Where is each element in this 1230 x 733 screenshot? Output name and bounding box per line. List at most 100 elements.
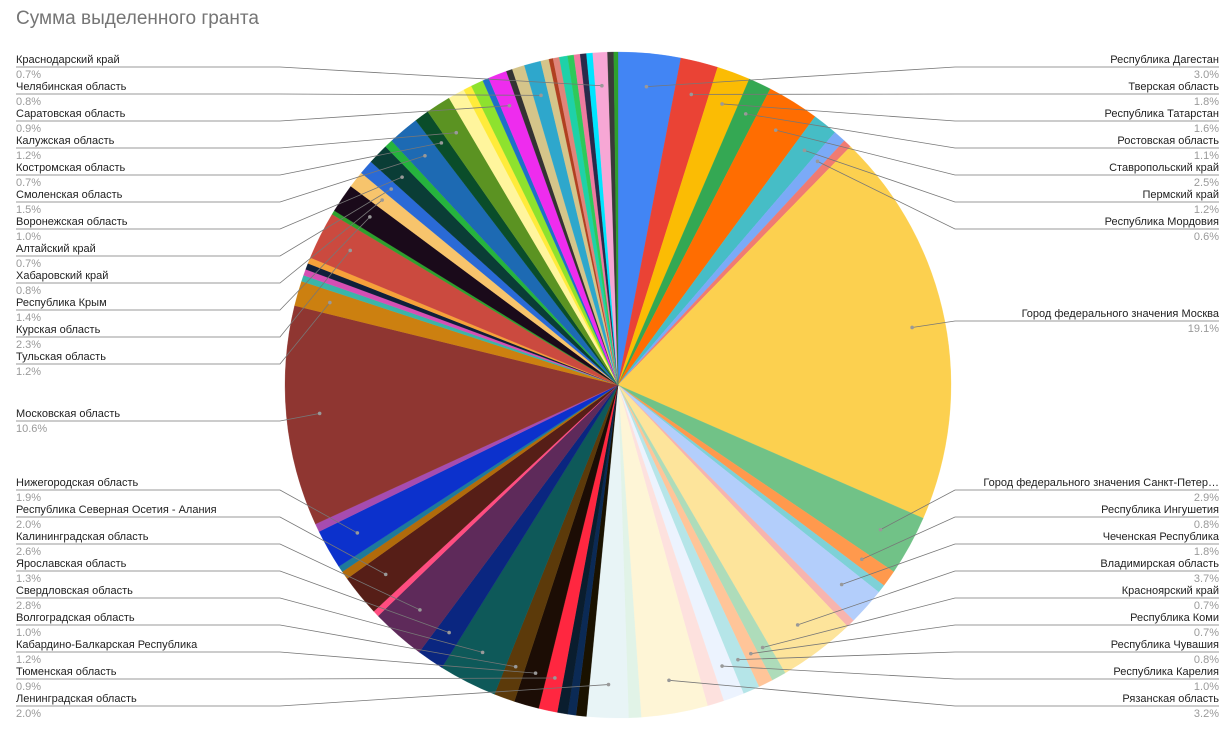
- leader-dot: [839, 582, 844, 587]
- leader-dot: [439, 141, 444, 145]
- leader-dot: [423, 153, 427, 158]
- slice-percent: 1.2%: [16, 150, 41, 162]
- leader-line: [16, 132, 457, 149]
- slice-percent: 10.6%: [16, 423, 47, 435]
- slice-label: Рязанская область: [1122, 693, 1219, 705]
- slice-percent: 1.0%: [1194, 681, 1219, 693]
- slice-label: Краснодарский край: [16, 54, 120, 66]
- leader-dot: [760, 645, 765, 650]
- leader-dot: [743, 112, 748, 116]
- leader-line: [16, 250, 351, 338]
- slice-label: Ленинградская область: [16, 693, 137, 705]
- slice-percent: 0.7%: [16, 258, 41, 270]
- leader-dot: [539, 93, 543, 98]
- slice-label: Пермский край: [1142, 189, 1219, 201]
- slice-label: Город федерального значения Санкт-Петер…: [983, 477, 1219, 489]
- leader-line: [646, 66, 1219, 88]
- slice-percent: 1.2%: [16, 366, 41, 378]
- slice-label: Чеченская Республика: [1103, 531, 1220, 543]
- pie-slice: [613, 51, 619, 386]
- slice-percent: 0.9%: [16, 123, 41, 135]
- slice-label: Тульская область: [16, 351, 106, 363]
- pie-slice: [617, 146, 952, 519]
- slice-label: Калужская область: [16, 135, 115, 147]
- leader-dot: [454, 130, 459, 135]
- leader-line: [817, 160, 1219, 230]
- leader-line: [762, 597, 1219, 648]
- slice-percent: 0.8%: [16, 96, 41, 108]
- leader-dot: [348, 248, 352, 253]
- leader-line: [16, 597, 483, 653]
- slice-label: Республика Мордовия: [1105, 216, 1219, 228]
- leader-line: [775, 129, 1219, 176]
- slice-percent: 1.9%: [16, 492, 41, 504]
- slice-label: Волгоградская область: [16, 612, 135, 624]
- leader-dot: [400, 175, 404, 179]
- slice-percent: 2.0%: [16, 708, 41, 720]
- slice-label: Республика Дагестан: [1110, 54, 1219, 66]
- leader-dot: [859, 557, 864, 562]
- leader-dot: [606, 682, 611, 687]
- leader-dot: [317, 411, 322, 416]
- leader-line: [16, 188, 392, 257]
- slice-percent: 2.9%: [1194, 492, 1219, 504]
- slice-label: Тюменская область: [16, 666, 117, 678]
- leader-dot: [533, 671, 538, 675]
- slice-percent: 3.2%: [1194, 708, 1219, 720]
- slice-percent: 19.1%: [1188, 323, 1219, 335]
- leader-dot: [389, 187, 394, 191]
- leader-line: [668, 679, 1219, 707]
- leader-dot: [355, 531, 360, 535]
- leader-line: [16, 176, 403, 230]
- leader-line: [797, 570, 1219, 626]
- slice-label: Республика Татарстан: [1104, 108, 1219, 120]
- leader-line: [16, 684, 609, 707]
- slice-percent: 3.0%: [1194, 69, 1219, 81]
- slice-label: Республика Крым: [16, 297, 107, 309]
- leader-dot: [418, 608, 422, 612]
- leader-line: [750, 624, 1219, 655]
- leader-line: [16, 302, 331, 365]
- leader-line: [745, 113, 1219, 149]
- leader-line: [737, 651, 1219, 661]
- slice-label: Хабаровский край: [16, 270, 108, 282]
- leader-dot: [749, 651, 753, 656]
- slice-percent: 1.2%: [1194, 204, 1219, 216]
- leader-dot: [878, 527, 883, 532]
- slice-percent: 2.8%: [16, 600, 41, 612]
- leader-line: [16, 199, 383, 284]
- leader-line: [880, 489, 1219, 530]
- slice-label: Ярославская область: [16, 558, 127, 570]
- slice-label: Курская область: [16, 324, 101, 336]
- leader-line: [16, 543, 421, 611]
- slice-percent: 1.2%: [16, 654, 41, 666]
- slice-label: Ростовская область: [1117, 135, 1219, 147]
- slice-label: Алтайский край: [16, 243, 96, 255]
- leader-dot: [667, 678, 671, 683]
- slice-label: Воронежская область: [16, 216, 128, 228]
- slice-percent: 0.9%: [16, 681, 41, 693]
- slice-label: Тверская область: [1128, 81, 1219, 93]
- leader-line: [722, 103, 1219, 122]
- leader-line: [16, 66, 602, 87]
- slice-label: Республика Коми: [1130, 612, 1219, 624]
- slice-percent: 0.7%: [16, 177, 41, 189]
- slice-label: Республика Ингушетия: [1101, 504, 1219, 516]
- slice-percent: 0.7%: [16, 69, 41, 81]
- slice-percent: 2.3%: [16, 339, 41, 351]
- slice-label: Республика Карелия: [1113, 666, 1219, 678]
- leader-line: [16, 570, 450, 633]
- leader-line: [16, 489, 358, 534]
- leader-dot: [689, 92, 694, 97]
- leader-line: [16, 105, 510, 122]
- leader-dot: [720, 664, 724, 668]
- slice-label: Республика Северная Осетия - Алания: [16, 504, 217, 516]
- slice-label: Республика Чувашия: [1111, 639, 1219, 651]
- slice-percent: 2.5%: [1194, 177, 1219, 189]
- leader-line: [16, 142, 442, 176]
- leader-dot: [383, 572, 388, 577]
- leader-line: [16, 413, 320, 422]
- leader-dot: [553, 676, 557, 680]
- leader-dot: [795, 623, 800, 627]
